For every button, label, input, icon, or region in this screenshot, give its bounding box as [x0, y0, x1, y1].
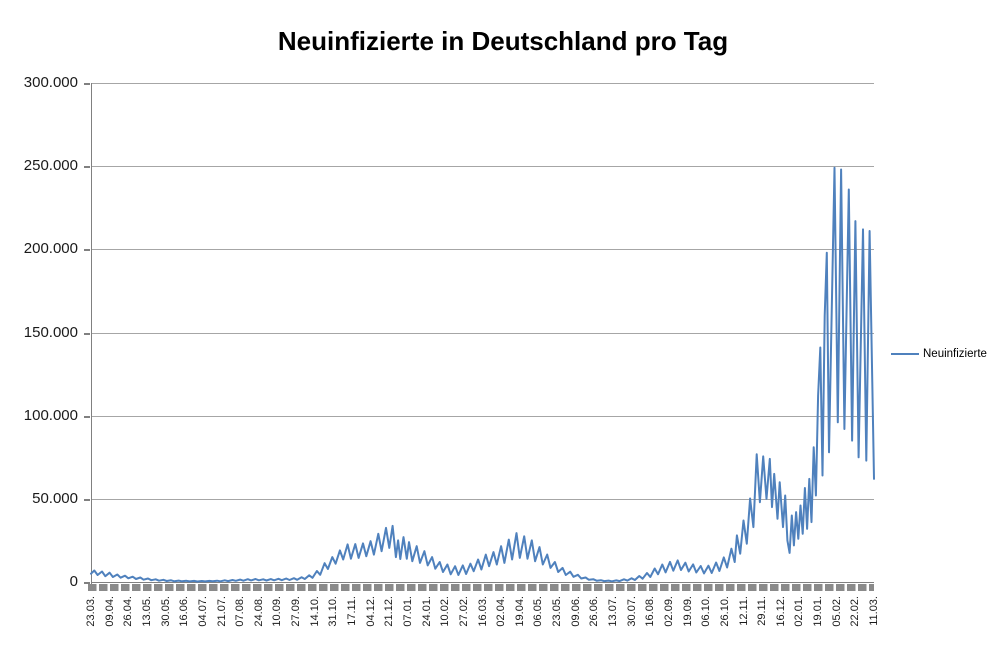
x-axis-label: 23.05. — [551, 596, 564, 627]
x-axis-label: 24.01. — [420, 596, 433, 627]
gridline-150.000 — [91, 333, 874, 334]
x-axis-label: 19.04. — [513, 596, 526, 627]
x-axis-label: 16.06. — [178, 596, 191, 627]
gridline-250.000 — [91, 166, 874, 167]
x-axis-label: 21.07. — [215, 596, 228, 627]
x-axis-label: 24.08. — [252, 596, 265, 627]
x-axis-label: 02.04. — [495, 596, 508, 627]
y-tick-mark — [84, 416, 90, 418]
x-axis-label: 27.09. — [290, 596, 303, 627]
x-axis-label: 21.12. — [383, 596, 396, 627]
x-axis-label: 02.09. — [662, 596, 675, 627]
x-axis-label: 12.11. — [737, 596, 750, 626]
chart-title: Neuinfizierte in Deutschland pro Tag — [277, 26, 729, 56]
x-axis-label: 13.07. — [607, 596, 619, 627]
x-axis-label: 11.03. — [868, 596, 880, 626]
x-axis-label: 04.12. — [364, 596, 377, 627]
x-axis-label: 07.01. — [401, 596, 414, 627]
y-axis-label: 250.000 — [23, 157, 78, 174]
x-axis-label: 19.09. — [681, 596, 694, 627]
y-tick-mark — [84, 582, 90, 584]
x-axis-label: 19.01. — [812, 596, 825, 627]
x-axis-label: 09.04. — [103, 596, 116, 627]
y-tick-mark — [84, 249, 90, 251]
y-tick-mark — [84, 83, 90, 85]
y-tick-mark — [84, 333, 90, 335]
y-axis-label: 150.000 — [23, 324, 78, 341]
x-axis-label: 02.01. — [793, 596, 806, 627]
y-axis-label: 50.000 — [32, 490, 78, 507]
x-axis-label: 17.11. — [346, 596, 358, 626]
y-axis-label: 100.000 — [23, 407, 78, 424]
x-axis-label: 10.09. — [271, 596, 284, 627]
gridline-200.000 — [91, 249, 874, 250]
x-axis-label: 16.12. — [774, 596, 787, 627]
x-axis-label: 14.10. — [308, 596, 321, 627]
y-tick-mark — [84, 499, 90, 501]
x-axis-label: 10.02. — [439, 596, 452, 627]
y-tick-mark — [84, 166, 90, 168]
gridline-100.000 — [91, 416, 874, 417]
x-axis-label: 30.07. — [625, 596, 638, 627]
x-axis-label: 26.10. — [718, 596, 731, 627]
y-axis-line — [91, 83, 92, 591]
series-line-neuinfizierte — [90, 166, 875, 583]
x-axis-label: 04.07. — [196, 596, 209, 627]
legend-series-label: Neuinfizierte — [923, 348, 987, 360]
x-axis-label: 09.06. — [569, 596, 582, 627]
x-axis-label: 30.05. — [159, 596, 172, 627]
x-axis-label: 22.02. — [849, 596, 862, 627]
legend: Neuinfizierte — [891, 348, 987, 360]
legend-line-marker — [891, 353, 919, 355]
x-axis-label: 13.05. — [140, 596, 153, 627]
y-axis-label: 0 — [69, 573, 78, 590]
series-polyline-neuinfizierte — [90, 166, 875, 583]
x-axis-label: 16.03. — [476, 596, 489, 627]
gridline-50.000 — [91, 499, 874, 500]
x-axis-label: 27.02. — [457, 596, 470, 627]
x-axis-label: 23.03. — [85, 596, 97, 627]
y-axis-label: 300.000 — [23, 74, 78, 91]
gridline-300.000 — [91, 83, 874, 84]
x-axis-label: 06.05. — [532, 596, 545, 627]
x-axis-label: 29.11. — [756, 596, 769, 626]
x-axis-tick-band — [88, 584, 874, 591]
x-axis-line — [91, 582, 874, 583]
x-axis-label: 31.10. — [327, 596, 340, 627]
x-axis-label: 07.08. — [234, 596, 247, 627]
x-axis-label: 05.02. — [830, 596, 843, 627]
x-axis-label: 26.04. — [122, 596, 135, 627]
x-axis-label: 16.08. — [644, 596, 657, 627]
x-axis-label: 26.06. — [588, 596, 601, 627]
x-axis-label: 06.10. — [700, 596, 713, 627]
y-axis-label: 200.000 — [23, 240, 78, 257]
